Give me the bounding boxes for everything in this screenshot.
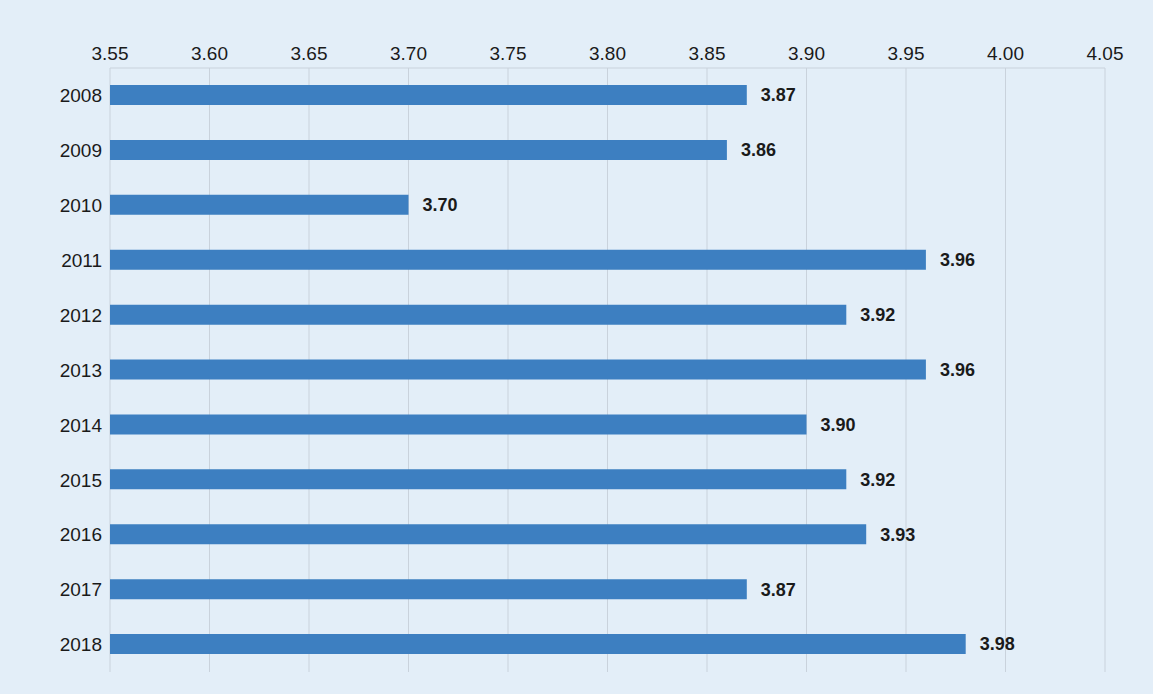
- svg-text:3.55: 3.55: [92, 43, 129, 64]
- svg-text:3.86: 3.86: [741, 140, 776, 160]
- svg-text:2009: 2009: [60, 140, 102, 161]
- svg-text:2018: 2018: [60, 634, 102, 655]
- svg-text:3.85: 3.85: [689, 43, 726, 64]
- svg-text:3.98: 3.98: [980, 634, 1015, 654]
- svg-text:2015: 2015: [60, 470, 102, 491]
- svg-text:2013: 2013: [60, 360, 102, 381]
- svg-text:2010: 2010: [60, 195, 102, 216]
- svg-text:2014: 2014: [60, 415, 103, 436]
- svg-text:3.90: 3.90: [821, 415, 856, 435]
- svg-text:3.96: 3.96: [940, 360, 975, 380]
- svg-text:3.93: 3.93: [880, 525, 915, 545]
- svg-text:4.00: 4.00: [987, 43, 1024, 64]
- svg-text:3.95: 3.95: [888, 43, 925, 64]
- svg-text:2016: 2016: [60, 524, 102, 545]
- svg-text:3.65: 3.65: [291, 43, 328, 64]
- svg-text:3.70: 3.70: [423, 195, 458, 215]
- svg-text:3.92: 3.92: [860, 305, 895, 325]
- svg-text:2017: 2017: [60, 579, 102, 600]
- svg-text:2012: 2012: [60, 305, 102, 326]
- svg-text:3.80: 3.80: [589, 43, 626, 64]
- svg-text:3.92: 3.92: [860, 470, 895, 490]
- svg-text:3.96: 3.96: [940, 250, 975, 270]
- svg-text:3.90: 3.90: [788, 43, 825, 64]
- svg-text:3.60: 3.60: [191, 43, 228, 64]
- svg-text:2008: 2008: [60, 85, 102, 106]
- svg-text:3.70: 3.70: [390, 43, 427, 64]
- svg-text:3.87: 3.87: [761, 580, 796, 600]
- svg-text:3.75: 3.75: [490, 43, 527, 64]
- svg-text:2011: 2011: [61, 250, 102, 271]
- svg-text:4.05: 4.05: [1087, 43, 1124, 64]
- svg-text:3.87: 3.87: [761, 85, 796, 105]
